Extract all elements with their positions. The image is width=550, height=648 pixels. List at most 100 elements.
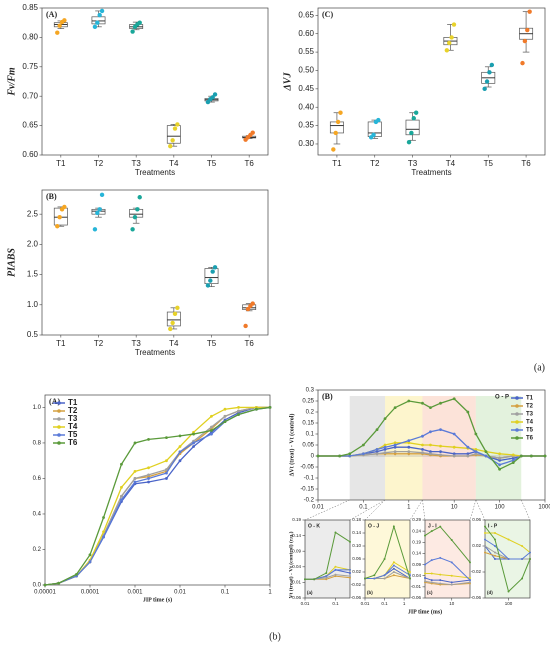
data-point <box>243 323 248 329</box>
inset-marker <box>484 538 486 541</box>
inset-marker <box>430 579 433 582</box>
panel-label: (a) <box>534 362 545 373</box>
data-point <box>409 130 414 136</box>
x-tick-label: T1 <box>332 159 342 168</box>
series-marker <box>316 454 320 458</box>
series-marker <box>147 477 150 480</box>
data-point <box>95 210 100 216</box>
data-point <box>92 227 98 232</box>
data-point <box>137 195 142 200</box>
x-tick-label: 0.01 <box>361 601 370 606</box>
inset-marker <box>334 531 337 534</box>
data-point <box>208 278 213 283</box>
inset-marker <box>507 538 510 541</box>
series-marker <box>498 463 501 467</box>
series-marker <box>133 480 137 484</box>
inset-marker <box>392 567 395 570</box>
series-marker <box>439 450 442 453</box>
inset-y-label: Vt (treat) - Vt (control) (r.u.) <box>287 531 294 598</box>
legend-marker <box>57 401 61 405</box>
series-marker <box>375 450 379 453</box>
inset-marker <box>439 579 442 582</box>
x-tick-label: 0.00001 <box>34 589 56 595</box>
x-tick-label: 1 <box>407 504 411 510</box>
series-marker <box>383 443 387 447</box>
series-marker <box>147 473 150 477</box>
y-tick-label: -0.2 <box>304 498 315 504</box>
series-marker <box>375 428 379 431</box>
data-point <box>210 269 215 274</box>
legend-label: T5 <box>68 430 78 439</box>
series-marker <box>133 469 137 473</box>
inset-marker <box>469 576 471 579</box>
legend-marker <box>515 420 519 424</box>
y-tick-label: 0.25 <box>302 399 314 405</box>
y-tick-label: -0.15 <box>300 487 314 493</box>
series-marker <box>466 445 470 449</box>
y-axis-label: PIABS <box>6 248 17 277</box>
inset-marker <box>334 573 337 576</box>
series-marker <box>88 553 92 557</box>
x-tick-label: T3 <box>408 159 418 168</box>
inset-marker <box>392 525 395 528</box>
inset-marker <box>439 556 442 559</box>
connector <box>304 499 350 521</box>
series-marker <box>383 451 387 455</box>
inset-marker <box>334 575 337 578</box>
x-tick-label: T3 <box>131 159 141 168</box>
inset-marker <box>392 561 395 564</box>
data-point <box>57 214 62 220</box>
data-point <box>205 283 211 288</box>
inset-marker <box>349 568 351 571</box>
inset-background <box>365 520 410 598</box>
y-tick-label: 0.29 <box>412 517 421 522</box>
data-point <box>333 130 338 136</box>
data-point <box>92 24 98 30</box>
series-marker <box>165 436 168 440</box>
y-tick-label: 0.60 <box>298 29 314 38</box>
y-tick-label: -0.02 <box>471 569 482 574</box>
data-point <box>413 110 419 115</box>
series-marker <box>421 443 424 447</box>
y-tick-label: 0.60 <box>22 150 38 159</box>
inset-marker <box>439 573 442 576</box>
data-point <box>335 119 341 125</box>
x-tick-label: 0.1 <box>221 589 230 595</box>
series-marker <box>543 454 547 458</box>
series-marker <box>362 443 365 447</box>
series-marker <box>474 432 478 436</box>
x-axis-label: Treatments <box>135 348 175 357</box>
x-tick-label: 0.1 <box>381 601 388 606</box>
series-marker <box>178 459 182 463</box>
inset-marker <box>424 572 426 575</box>
connector <box>349 499 386 521</box>
inset-marker <box>450 583 453 586</box>
series-marker <box>383 445 387 449</box>
data-point <box>525 27 530 33</box>
series-marker <box>466 454 470 458</box>
series-marker <box>255 407 258 411</box>
series-marker <box>511 459 515 462</box>
inset-marker <box>325 578 328 581</box>
x-tick-label: T1 <box>56 159 66 168</box>
inset-marker <box>450 561 453 564</box>
series-marker <box>452 432 456 436</box>
legend-label: T6 <box>526 436 534 442</box>
inset-x-label: JIP time (ms) <box>408 608 442 615</box>
series-marker <box>429 406 432 409</box>
legend-marker <box>515 412 519 416</box>
inset-tag: (a) <box>307 590 313 595</box>
data-point <box>250 301 255 306</box>
inset-marker <box>334 568 337 571</box>
x-tick-label: T2 <box>94 339 104 348</box>
y-axis-label: ΔVt (treat) - Vt (control) <box>288 414 295 477</box>
series-marker <box>362 452 365 456</box>
y-tick-label: 0.75 <box>22 62 38 71</box>
series-marker <box>452 397 456 401</box>
series-marker <box>192 441 195 445</box>
series-marker <box>210 414 213 418</box>
series-marker <box>484 454 488 458</box>
legend-label: T5 <box>526 428 534 434</box>
inset-marker <box>325 576 328 579</box>
